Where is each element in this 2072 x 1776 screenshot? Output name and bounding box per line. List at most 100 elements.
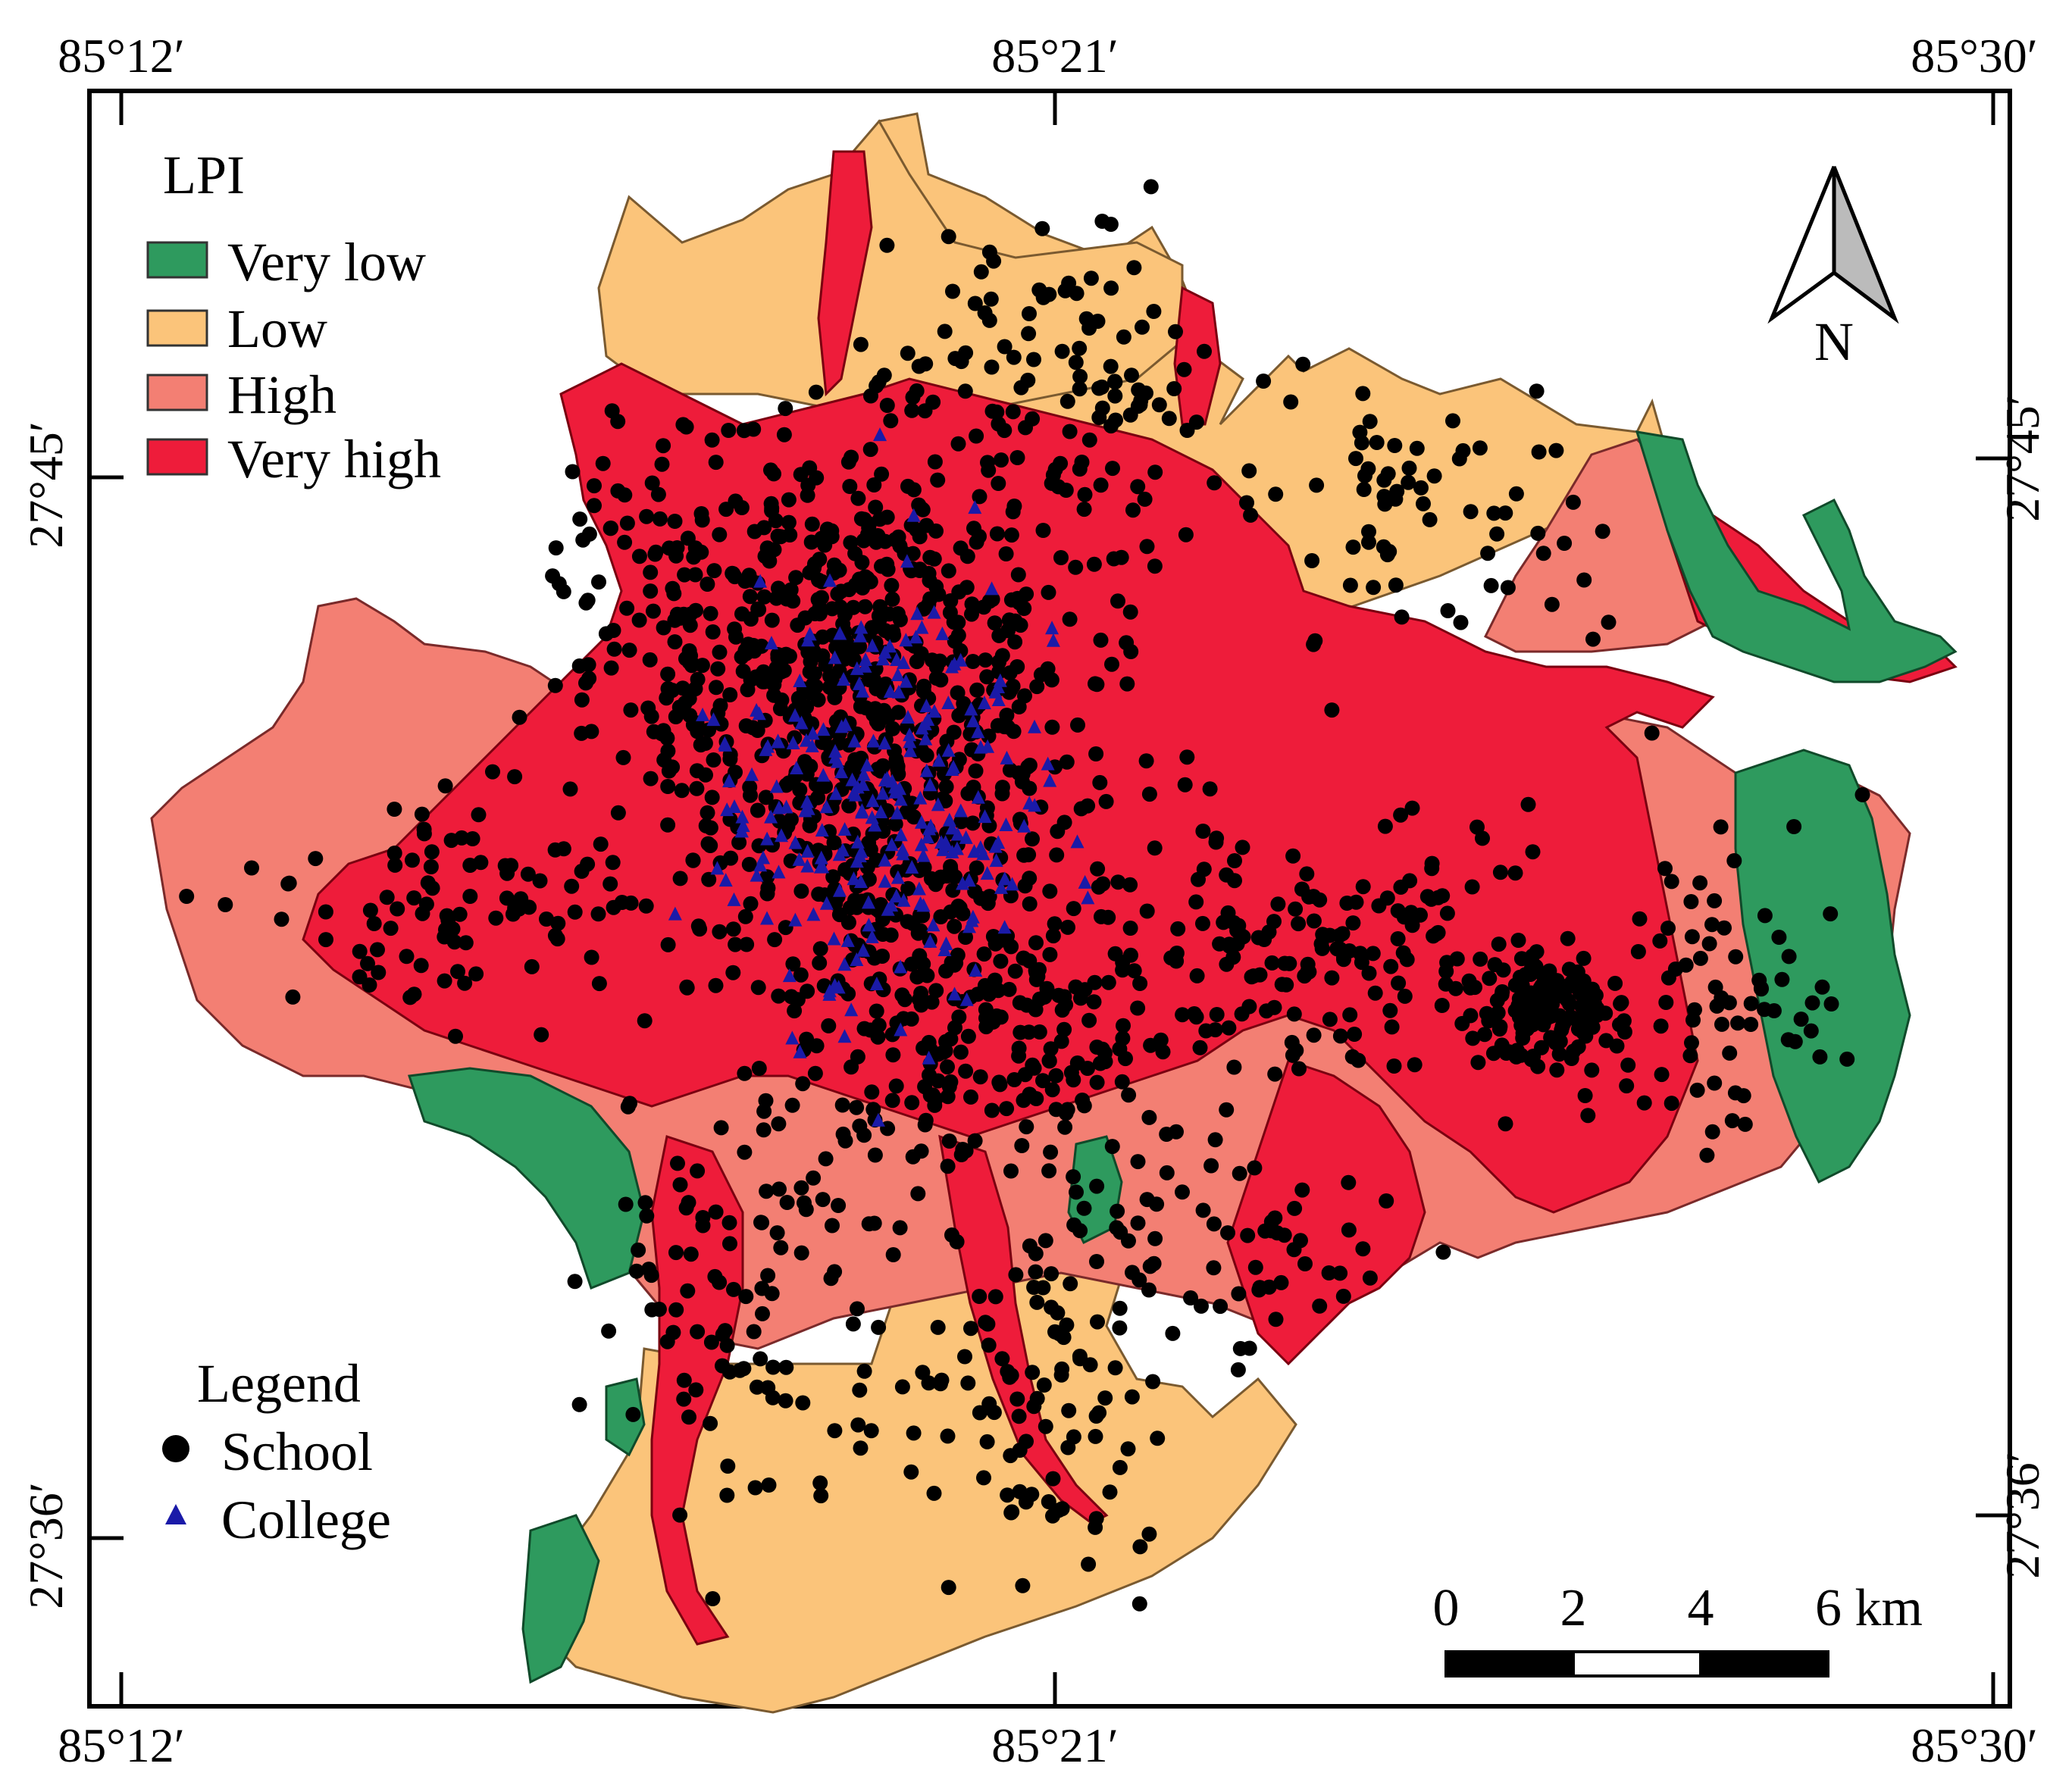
school-point	[748, 669, 764, 685]
college-points	[668, 427, 1095, 1127]
school-point	[1377, 818, 1393, 834]
college-point	[805, 738, 819, 752]
school-point	[1143, 1037, 1159, 1053]
school-point	[1722, 1045, 1738, 1061]
school-point	[1017, 688, 1032, 704]
school-point	[968, 763, 984, 779]
school-point	[1026, 1399, 1042, 1415]
school-point	[1511, 1009, 1527, 1025]
school-point	[1367, 985, 1383, 1001]
college-point	[844, 1002, 859, 1017]
school-point	[1149, 1196, 1165, 1212]
college-point	[750, 868, 764, 882]
college-point	[853, 628, 868, 643]
school-point	[619, 515, 635, 531]
school-point	[725, 921, 741, 937]
college-point	[833, 626, 847, 640]
college-point	[819, 799, 834, 814]
college-point	[856, 683, 870, 698]
school-point	[1212, 936, 1228, 952]
scale-label-6km: 6 km	[1815, 1579, 1923, 1637]
school-point	[1089, 1254, 1104, 1269]
school-point	[940, 1089, 956, 1105]
college-point	[760, 911, 775, 925]
lpi-legend-title: LPI	[163, 145, 245, 205]
school-point	[870, 1029, 886, 1045]
school-point	[825, 601, 840, 617]
school-point	[387, 846, 402, 861]
school-point	[1035, 523, 1051, 538]
school-point	[790, 690, 806, 706]
school-point	[728, 764, 743, 780]
school-point	[865, 1102, 881, 1118]
school-point	[953, 814, 969, 830]
point-legend: Legend School College	[162, 1353, 391, 1550]
school-point	[1388, 577, 1404, 593]
school-point	[1059, 1317, 1075, 1333]
college-point	[790, 760, 804, 774]
school-point	[983, 291, 999, 307]
college-point	[914, 815, 928, 829]
school-point	[694, 512, 710, 528]
school-point	[370, 942, 385, 958]
school-point	[703, 1334, 719, 1350]
school-point	[468, 966, 484, 982]
school-point	[1062, 611, 1078, 627]
school-point	[1025, 1365, 1041, 1380]
frame-ticks	[89, 91, 2010, 1706]
school-point	[738, 1289, 754, 1305]
school-point	[665, 580, 681, 596]
college-point	[850, 834, 865, 849]
school-point	[1120, 1441, 1136, 1457]
college-point	[814, 850, 828, 865]
school-point	[1024, 1487, 1040, 1502]
college-point	[772, 800, 786, 815]
school-point	[812, 955, 828, 971]
school-point	[1207, 1132, 1223, 1148]
school-point	[1139, 903, 1155, 919]
school-point	[900, 478, 915, 494]
college-point	[927, 704, 941, 718]
college-point	[834, 764, 849, 779]
school-point	[1195, 824, 1211, 839]
school-point	[795, 1395, 811, 1411]
college-point	[722, 774, 737, 788]
college-point	[1078, 874, 1092, 889]
school-point	[1175, 1007, 1191, 1023]
school-point	[285, 989, 301, 1005]
school-point	[778, 1359, 794, 1375]
school-point	[682, 708, 698, 724]
school-point	[1823, 906, 1839, 922]
school-point	[1076, 1200, 1092, 1216]
school-point	[1207, 1022, 1223, 1038]
school-point	[725, 565, 740, 581]
school-point	[405, 852, 420, 868]
school-point	[804, 516, 820, 532]
school-point	[637, 1195, 653, 1211]
school-point	[1704, 1124, 1720, 1140]
college-point	[792, 852, 806, 866]
school-point	[863, 388, 878, 404]
school-point	[690, 724, 706, 739]
college-point	[905, 859, 919, 874]
college-point	[866, 733, 881, 748]
college-point	[885, 774, 900, 788]
school-point	[1630, 944, 1646, 959]
school-point	[1116, 329, 1131, 345]
school-point	[1354, 435, 1369, 451]
school-point	[1088, 676, 1103, 692]
college-point	[890, 805, 904, 820]
school-point	[1297, 1256, 1313, 1271]
school-point	[850, 1049, 865, 1065]
school-point	[773, 1240, 789, 1255]
school-point	[1141, 1109, 1157, 1125]
college-point	[919, 731, 933, 746]
school-point	[712, 924, 728, 940]
school-point	[1291, 916, 1307, 932]
school-point	[1130, 1215, 1146, 1231]
school-point	[1026, 352, 1041, 367]
school-point	[909, 654, 925, 670]
school-point	[1804, 995, 1820, 1011]
school-point	[1267, 1210, 1283, 1226]
school-point	[1083, 270, 1099, 286]
